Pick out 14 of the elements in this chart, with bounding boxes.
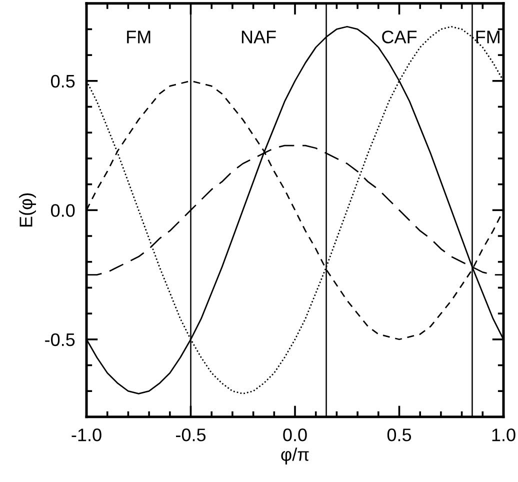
annotation: CAF xyxy=(382,30,417,44)
annotation: NAF xyxy=(242,30,276,44)
annotation: FM xyxy=(476,30,500,44)
x-axis-title: φ/π xyxy=(281,448,309,464)
x-tick-label: 1.0 xyxy=(492,428,516,442)
x-tick-label: -1.0 xyxy=(72,428,102,442)
y-tick-label: 0.0 xyxy=(51,204,75,217)
x-tick-label: 0.0 xyxy=(283,428,307,442)
y-tick-label: -0.5 xyxy=(45,333,75,346)
y-tick-label: 0.5 xyxy=(51,74,75,88)
y-axis-title: E(φ) xyxy=(19,193,36,227)
x-tick-label: 0.5 xyxy=(387,428,412,442)
x-tick-label: -0.5 xyxy=(176,428,206,442)
annotation: FM xyxy=(127,30,150,44)
